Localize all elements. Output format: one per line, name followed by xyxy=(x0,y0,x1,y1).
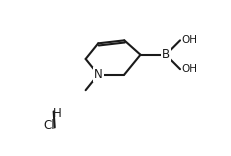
Text: B: B xyxy=(161,48,169,61)
Text: N: N xyxy=(94,68,102,81)
Text: OH: OH xyxy=(180,64,196,74)
Text: H: H xyxy=(52,107,61,120)
Text: Cl: Cl xyxy=(44,119,55,132)
Text: OH: OH xyxy=(180,35,196,45)
